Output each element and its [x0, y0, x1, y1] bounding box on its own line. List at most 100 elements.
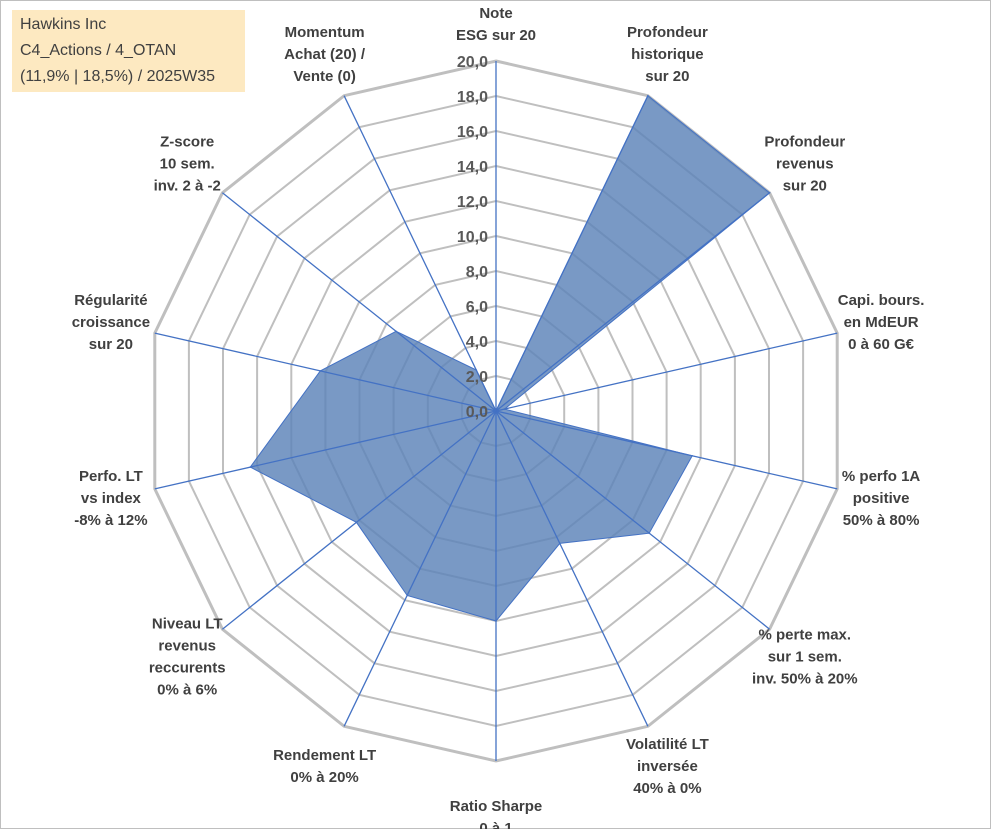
axis-label-line: historique [631, 46, 704, 63]
axis-label-line: revenus [776, 156, 834, 173]
axis-label: Momentum Achat (20) / Vente (0) [284, 24, 366, 85]
tick-label: 2,0 [466, 369, 488, 386]
axis-label-line: Note [479, 5, 512, 22]
axis-spoke [495, 332, 838, 412]
axis-spoke [343, 410, 497, 727]
axis-label-line: 40% à 0% [633, 780, 701, 797]
data-point [503, 408, 506, 410]
axis-label-line: Volatilité LT [626, 736, 709, 753]
axis-label-line: positive [853, 490, 910, 507]
tick-label: 20,0 [457, 54, 488, 71]
axis-label-line: reccurents [149, 659, 226, 676]
axis-label: Régularité croissance sur 20 [72, 292, 150, 353]
axis-label-line: 10 sem. [160, 156, 215, 173]
axis-label-line: 0 à 1 [479, 820, 512, 829]
axis-label-line: Niveau LT [152, 615, 223, 632]
axis-spoke [154, 332, 497, 412]
axis-label: Capi. bours. en MdEUR 0 à 60 G€ [838, 292, 925, 353]
axis-label-line: Momentum [285, 24, 365, 41]
axis-label-line: % perfo 1A [842, 468, 921, 485]
axis-spoke [343, 95, 497, 412]
data-point [475, 369, 478, 371]
stats-label: (11,9% | 18,5%) / 2025W35 [20, 68, 216, 85]
axis-label-line: Perfo. LT [79, 468, 143, 485]
axis-label-line: Rendement LT [273, 747, 376, 764]
axis-label-line: inv. 50% à 20% [752, 670, 858, 687]
axis-label-line: ESG sur 20 [456, 27, 536, 44]
axis-label-line: Vente (0) [293, 68, 356, 85]
axis-label: Rendement LT 0% à 20% [273, 747, 376, 786]
tick-label: 14,0 [457, 159, 488, 176]
radar-series [249, 94, 771, 622]
axis-label-line: en MdEUR [844, 314, 919, 331]
axis-label-line: 0% à 6% [157, 681, 217, 698]
axis-label: Note ESG sur 20 [456, 5, 536, 44]
axis-label-line: inversée [637, 758, 698, 775]
axis-label: Profondeur revenus sur 20 [764, 134, 845, 195]
tick-label: 0,0 [466, 404, 488, 421]
series-area [249, 94, 771, 622]
data-point [647, 94, 649, 97]
axis-spoke [154, 410, 497, 490]
axis-label-line: croissance [72, 314, 150, 331]
axis-label-line: sur 1 sem. [768, 648, 842, 665]
axis-label-line: Profondeur [627, 24, 708, 41]
axis-label-line: Achat (20) / [284, 46, 366, 63]
axis-label: Niveau LT revenus reccurents 0% à 6% [149, 615, 226, 698]
category-label: C4_Actions / 4_OTAN [20, 42, 177, 59]
axis-spoke [495, 410, 771, 630]
tick-label: 4,0 [466, 334, 488, 351]
axis-label: Volatilité LT inversée 40% à 0% [626, 736, 709, 797]
data-point [559, 542, 561, 545]
data-point [319, 370, 322, 372]
data-point [495, 620, 497, 622]
axis-label-line: sur 20 [645, 68, 689, 85]
axis-label-line: -8% à 12% [74, 512, 147, 529]
data-point [406, 594, 409, 597]
axis-spoke [495, 192, 771, 412]
axis-label-line: 0 à 60 G€ [848, 336, 915, 353]
axis-label: Z-score 10 sem. inv. 2 à -2 [154, 134, 221, 195]
info-box: Hawkins Inc C4_Actions / 4_OTAN (11,9% |… [12, 10, 245, 92]
axis-label: % perfo 1A positive 50% à 80% [842, 468, 921, 529]
axis-label-line: Profondeur [764, 134, 845, 151]
axis-label-line: % perte max. [759, 626, 852, 643]
axis-label-line: sur 20 [783, 178, 827, 195]
tick-label: 6,0 [466, 299, 488, 316]
axis-labels: Note ESG sur 20 Profondeur historique sur 20… [72, 5, 925, 829]
axis-label-line: Ratio Sharpe [450, 798, 543, 815]
tick-label: 16,0 [457, 124, 488, 141]
tick-label: 8,0 [466, 264, 488, 281]
axis-label-line: Capi. bours. [838, 292, 925, 309]
tick-label: 12,0 [457, 194, 488, 211]
radar-spokes [154, 61, 838, 761]
data-point [249, 466, 252, 468]
axis-spoke [221, 410, 497, 630]
axis-spoke [495, 410, 649, 727]
axis-label-line: revenus [158, 637, 216, 654]
axis-label-line: 50% à 80% [843, 512, 920, 529]
axis-label: Ratio Sharpe 0 à 1 [450, 798, 543, 829]
axis-label-line: sur 20 [89, 336, 133, 353]
axis-label: % perte max. sur 1 sem. inv. 50% à 20% [752, 626, 858, 687]
radial-tick-labels: 0,0 2,0 4,0 6,0 8,0 10,0 12,0 14,0 16,0 18,0 20,0 [457, 54, 488, 421]
data-point [768, 192, 771, 194]
axis-label: Profondeur historique sur 20 [627, 24, 708, 85]
axis-spoke [495, 95, 649, 412]
axis-label-line: 0% à 20% [290, 769, 358, 786]
data-point [691, 455, 693, 457]
axis-label-line: inv. 2 à -2 [154, 178, 221, 195]
tick-label: 18,0 [457, 89, 488, 106]
axis-spoke [221, 192, 497, 412]
axis-label-line: Régularité [74, 292, 147, 309]
data-point [395, 330, 397, 333]
data-point [355, 521, 358, 524]
axis-label-line: Z-score [160, 134, 214, 151]
axis-label: Perfo. LT vs index -8% à 12% [74, 468, 147, 529]
tick-label: 10,0 [457, 229, 488, 246]
axis-label-line: vs index [81, 490, 142, 507]
axis-spoke [495, 410, 838, 490]
company-name: Hawkins Inc [20, 16, 107, 33]
data-point [648, 532, 650, 534]
